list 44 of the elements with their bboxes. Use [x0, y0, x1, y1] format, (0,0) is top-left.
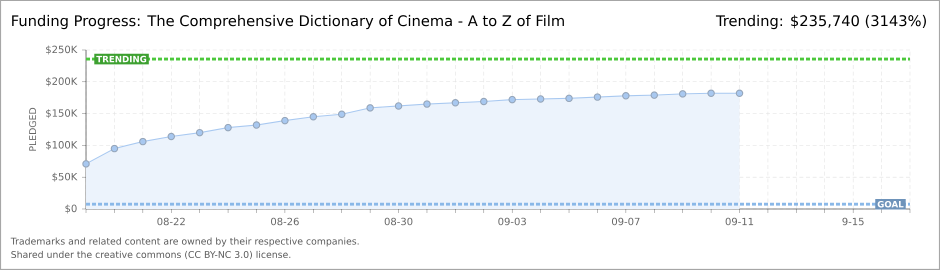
y-tick-label: $100K: [46, 140, 78, 150]
text: Trending: $235,740 (3143%): [716, 14, 926, 30]
chart-title: Funding Progress: The Comprehensive Dictionary of Cinema - A to Z of Film: [12, 14, 564, 30]
text: Shared under the creative commons (CC BY-NC 3.0) license.: [11, 250, 290, 260]
point: [224, 124, 232, 132]
x-tick-label: 08-26: [271, 218, 299, 226]
point: [650, 91, 658, 99]
point: [508, 96, 516, 104]
point: [565, 94, 573, 102]
y-tick-label: $150K: [46, 109, 78, 118]
x-tick-label: 09-07: [612, 218, 640, 226]
x-tick-label: 08-22: [157, 218, 185, 226]
point: [423, 100, 431, 108]
point: [82, 160, 90, 168]
point: [338, 110, 346, 118]
point: [196, 128, 204, 136]
point: [452, 99, 460, 107]
point: [480, 98, 488, 106]
ref-line-label: TRENDING: [96, 56, 146, 62]
text: Trademarks and related content are owned by their respective companies.: [10, 237, 359, 247]
point: [110, 144, 118, 152]
y-tick-label: $50K: [52, 172, 78, 182]
point: [707, 90, 715, 97]
point: [139, 138, 147, 146]
point: [536, 95, 544, 103]
point: [736, 90, 744, 97]
point: [394, 102, 402, 110]
point: [366, 104, 374, 112]
x-tick-label: 08-30: [384, 218, 412, 226]
y-axis-title: PLEDGED: [29, 108, 36, 151]
ref-line-label: GOAL: [878, 200, 904, 208]
y-tick-label: $200K: [46, 77, 78, 86]
point: [622, 92, 630, 100]
y-tick-label: $0: [65, 204, 77, 214]
x-tick-label: 09-03: [498, 218, 526, 226]
point: [310, 113, 318, 121]
point: [281, 116, 289, 124]
point: [678, 90, 686, 98]
x-tick-label: 09-11: [726, 218, 754, 226]
x-tick-label: 9-15: [842, 218, 864, 226]
point: [594, 93, 602, 101]
point: [252, 121, 260, 129]
y-tick-label: $250K: [46, 45, 78, 55]
point: [168, 132, 175, 140]
